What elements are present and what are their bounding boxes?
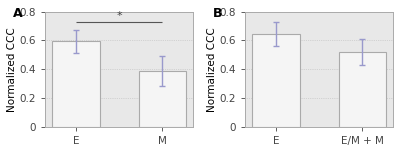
- Y-axis label: Normalized CCC: Normalized CCC: [7, 27, 17, 112]
- Text: *: *: [116, 11, 122, 21]
- Y-axis label: Normalized CCC: Normalized CCC: [207, 27, 217, 112]
- Text: A: A: [13, 7, 22, 20]
- Bar: [52, 41, 100, 127]
- Text: B: B: [213, 7, 222, 20]
- Bar: [139, 71, 186, 127]
- Bar: [252, 34, 300, 127]
- Bar: [339, 52, 386, 127]
